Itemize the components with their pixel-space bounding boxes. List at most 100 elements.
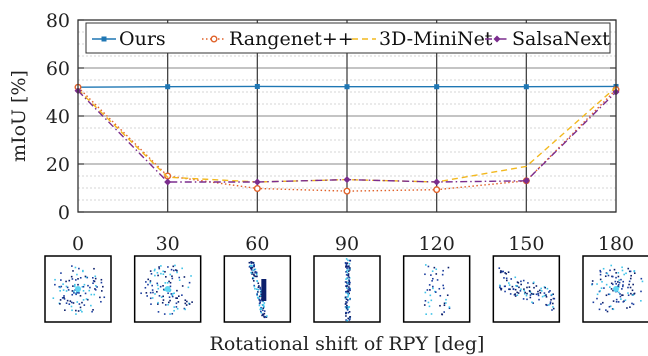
- scan-point: [607, 274, 610, 277]
- scan-point: [59, 286, 61, 289]
- scan-point: [78, 292, 80, 294]
- scan-point: [151, 297, 154, 299]
- scan-point: [152, 291, 154, 294]
- scan-point: [348, 283, 351, 286]
- scan-point: [250, 261, 252, 263]
- scan-point: [156, 271, 159, 274]
- legend: Ours Rangenet++ 3D-MiniNet SalsaNext: [85, 22, 611, 54]
- scan-point: [348, 298, 351, 300]
- data-point: [434, 84, 440, 90]
- scan-point: [259, 308, 262, 311]
- scan-point: [524, 291, 527, 294]
- scan-point: [185, 304, 188, 306]
- scan-point: [612, 283, 614, 286]
- scan-point: [591, 280, 594, 282]
- scan-point: [445, 298, 447, 301]
- scan-point: [171, 295, 174, 298]
- scan-point: [156, 284, 159, 287]
- scan-point: [349, 316, 351, 318]
- scan-point: [348, 306, 351, 308]
- scan-point: [93, 293, 96, 296]
- scan-point: [633, 292, 636, 295]
- scan-point: [596, 283, 598, 285]
- scan-point: [632, 283, 634, 286]
- scan-point: [349, 259, 351, 262]
- scan-point: [100, 278, 103, 281]
- scan-point: [257, 297, 260, 299]
- scan-point: [60, 285, 63, 288]
- x-tick-label: 0: [72, 233, 84, 255]
- scan-point: [85, 276, 88, 279]
- scan-point: [88, 289, 91, 292]
- scan-point: [500, 270, 502, 272]
- scan-point: [72, 270, 74, 272]
- data-point: [493, 35, 501, 43]
- scan-point: [507, 282, 510, 284]
- scan-point: [164, 282, 167, 284]
- scan-point: [447, 266, 450, 269]
- scan-point: [622, 300, 625, 303]
- x-tick-label: 150: [508, 233, 544, 255]
- scan-point: [346, 271, 349, 274]
- scan-point: [90, 293, 93, 296]
- scan-point: [87, 284, 89, 287]
- scan-point: [612, 300, 615, 302]
- scan-point: [157, 287, 160, 290]
- scan-point: [345, 266, 347, 268]
- scan-point: [251, 265, 253, 268]
- scan-point: [184, 302, 187, 305]
- scan-point: [92, 280, 95, 282]
- scan-point: [531, 301, 533, 304]
- scan-point: [552, 293, 554, 296]
- scan-point: [504, 290, 506, 293]
- scan-point: [523, 289, 526, 292]
- scan-point: [251, 273, 253, 275]
- scan-point: [65, 280, 67, 283]
- scan-point: [345, 298, 348, 300]
- scan-point: [530, 292, 533, 295]
- scan-point: [190, 275, 192, 277]
- scan-point: [163, 313, 166, 315]
- scan-point: [629, 270, 632, 273]
- scan-point: [609, 305, 612, 308]
- scan-point: [630, 274, 632, 277]
- scan-point: [83, 304, 86, 306]
- scan-point: [177, 301, 180, 303]
- scan-point: [442, 284, 444, 287]
- scan-point: [95, 285, 97, 287]
- scan-point: [161, 301, 164, 304]
- scan-point: [537, 290, 539, 293]
- scan-point: [347, 259, 349, 262]
- scan-point: [631, 302, 633, 305]
- scan-point: [548, 304, 550, 306]
- scan-point: [154, 268, 156, 271]
- scan-point: [262, 304, 265, 306]
- scan-point: [255, 271, 258, 274]
- scan-point: [250, 262, 253, 265]
- scan-point: [443, 311, 445, 313]
- scan-point: [538, 298, 540, 301]
- scan-point: [425, 313, 427, 316]
- scan-point: [261, 314, 263, 317]
- scan-point: [611, 275, 614, 278]
- scan-point: [541, 295, 544, 298]
- scan-point: [424, 291, 427, 294]
- scan-point: [259, 301, 261, 304]
- scan-point: [345, 278, 347, 280]
- scan-point: [599, 271, 602, 273]
- scan-point: [427, 265, 430, 268]
- scan-point: [612, 308, 615, 311]
- scan-point: [640, 300, 642, 302]
- scan-point: [54, 283, 56, 286]
- scan-point: [154, 274, 156, 277]
- scan-point: [84, 275, 87, 278]
- scan-point: [175, 269, 177, 271]
- scan-point: [543, 294, 546, 297]
- scan-point: [613, 268, 616, 271]
- scan-point: [77, 310, 80, 312]
- scan-point: [258, 285, 260, 287]
- scan-point: [346, 277, 348, 280]
- scan-point: [156, 290, 158, 293]
- scan-point: [100, 290, 103, 292]
- scan-point: [176, 307, 179, 310]
